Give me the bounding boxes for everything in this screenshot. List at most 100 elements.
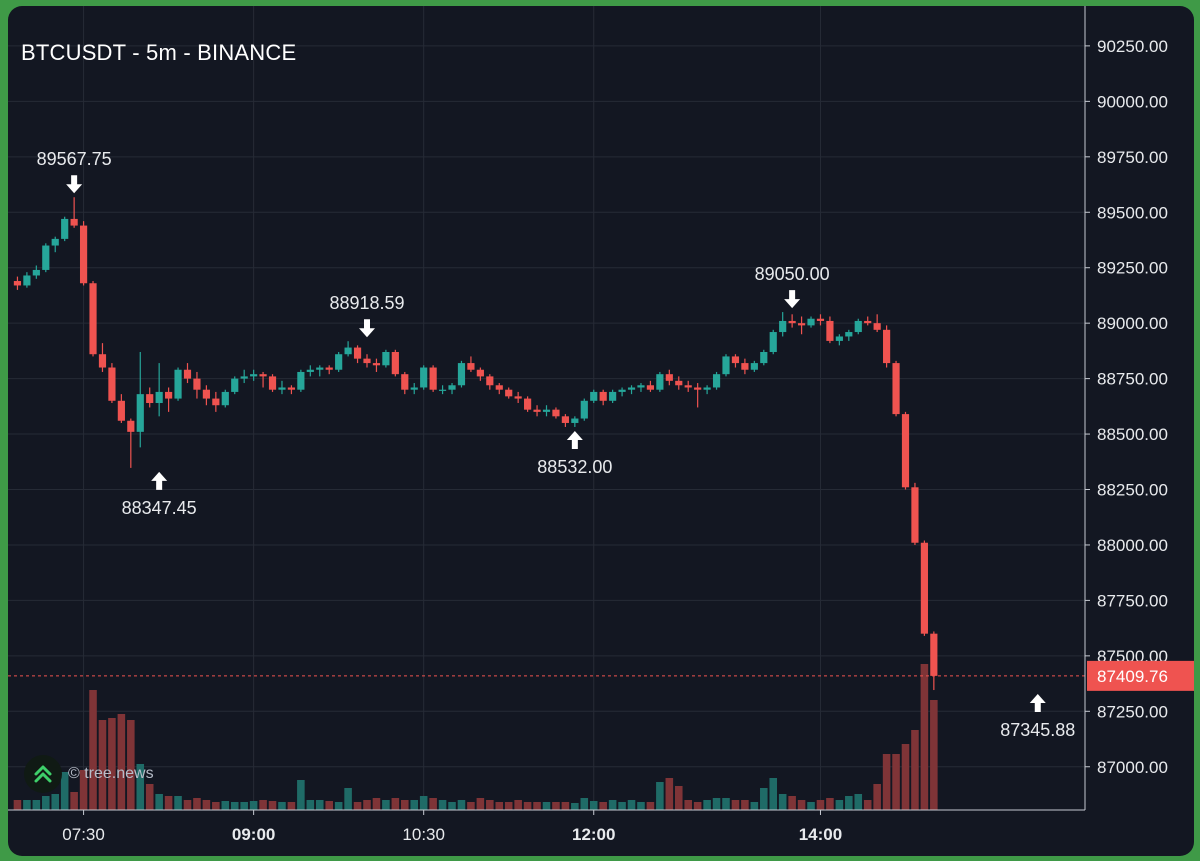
candle-body [760,351,768,364]
candle-body [835,336,843,341]
candle-body [98,354,107,368]
volume-bar [363,800,371,810]
candle [155,363,163,417]
y-tick-label: 88750.00 [1097,370,1168,389]
volume-bar [731,800,740,810]
candle-body [117,400,125,421]
candles [13,197,938,691]
annotation-high: 89567.75 [37,149,112,194]
chart-title: BTCUSDT - 5m - BINANCE [21,40,297,65]
current-price-label: 87409.76 [1097,667,1168,686]
candle [467,356,475,372]
candlestick-chart[interactable]: 89567.75 88347.45 88918.59 88532.00 89050.00… [8,6,1194,856]
arrow-down-icon [784,290,801,309]
candle-body [202,389,210,399]
y-tick-label: 87750.00 [1097,591,1168,610]
candle [32,265,40,279]
candle-body [665,374,673,381]
candle-body [438,389,447,391]
candle-body [788,320,796,324]
candle-body [590,391,598,401]
candle [372,358,381,372]
candle-body [316,367,324,370]
volume-bar [618,802,626,810]
candle [712,371,721,390]
candle-body [675,380,683,386]
candle [892,360,900,417]
candle [98,343,107,372]
candle-body [920,542,928,634]
candle [13,276,22,290]
arrow-down-icon [359,319,375,338]
candle [609,389,617,404]
y-tick-label: 87250.00 [1097,702,1168,721]
candle-body [278,387,286,390]
volume-bar [344,788,352,810]
volume-bar [136,764,145,810]
candle [486,374,494,390]
candle [212,391,220,412]
candle [316,365,324,377]
candle-body [750,363,758,370]
candle [930,631,938,691]
volume-bar [722,798,730,810]
volume-bar [797,800,806,810]
y-tick-label: 87000.00 [1097,758,1168,777]
candle [656,371,664,392]
volume-bar [892,754,900,810]
candle-body [712,374,721,388]
candle-body [335,354,343,370]
candle-body [599,391,607,401]
candle-body [79,225,88,284]
candle [70,197,78,228]
candle [165,387,173,412]
candle [797,316,806,335]
candle-body [250,374,258,377]
volume-bar [448,802,456,810]
volume-bar [382,800,390,810]
candle-body [259,374,267,377]
candle-body [514,396,522,399]
volume-bar [164,796,173,810]
volume-bar [476,798,485,810]
volume-bar [249,801,258,810]
candle [259,371,267,388]
candle-body [353,347,362,359]
annotation-low: 88532.00 [537,430,612,477]
volume-bar [306,800,315,810]
candle-body [136,394,144,432]
candle-body [146,394,154,404]
volume-bar [315,800,324,810]
volume-bar [589,801,598,810]
volume-bar [807,802,815,810]
volume-bar [42,796,50,810]
candle-body [382,351,390,366]
candle [183,363,192,384]
volume-bar [684,800,692,810]
volume-bar [504,802,513,810]
candle-body [684,385,692,388]
candle-body [561,416,569,423]
double-chevron-up-icon [24,755,62,793]
volume-bar [287,802,296,810]
candle [108,363,116,404]
volume-bar [145,784,154,810]
candle [306,365,314,377]
candle-body [816,318,825,321]
annotation-high: 89050.00 [755,264,830,309]
candle [769,329,777,355]
candle-body [694,387,702,390]
volume-bar [674,786,683,810]
candle [23,272,31,288]
candle [61,216,69,242]
axes: 87000.0087250.0087500.0087750.0088000.00… [8,6,1194,844]
annotation-label: 88347.45 [122,498,197,518]
volume-bar [438,800,447,810]
volume-bar [873,784,881,810]
volume-bar [268,801,277,810]
volume-bar [391,798,400,810]
candle-body [741,363,749,370]
candle [250,369,258,381]
volume-bar [930,700,938,810]
candle-body [391,351,399,375]
